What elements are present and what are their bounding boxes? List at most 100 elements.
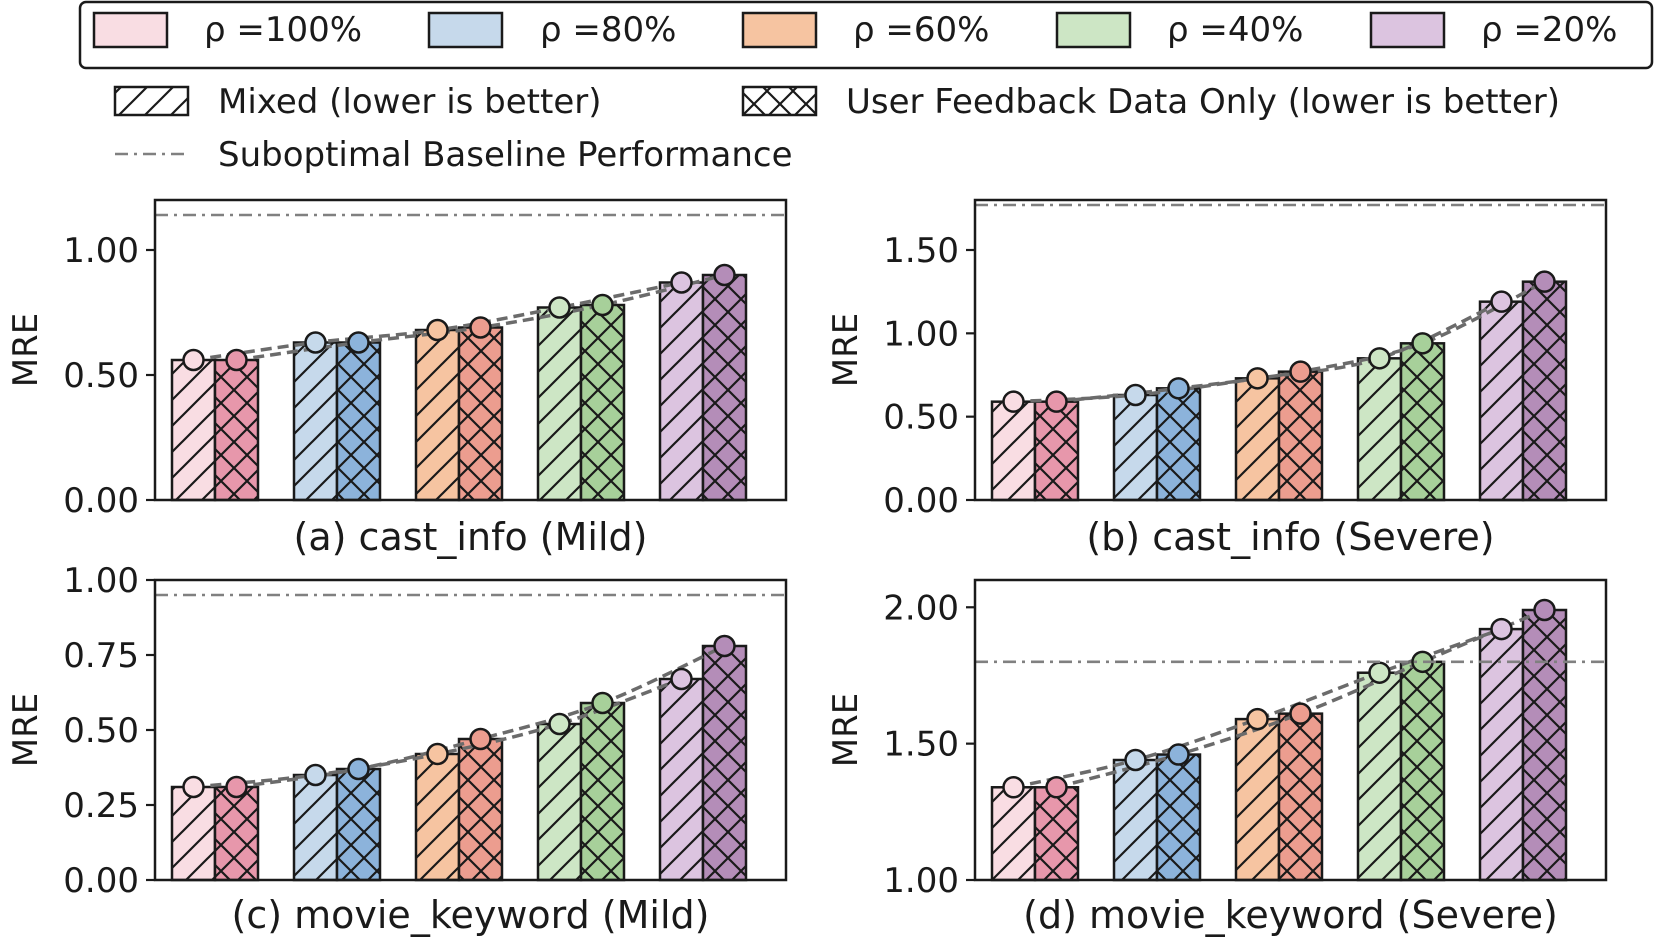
bar-mixed-hatch — [658, 677, 705, 882]
legend-swatch-mixed — [113, 85, 190, 117]
bar-feedback-3 — [457, 737, 504, 882]
axes-frame — [153, 198, 788, 502]
marker-feedback-2 — [1167, 743, 1190, 766]
bar-mixed-4 — [536, 306, 583, 502]
bar-mixed-hatch — [292, 341, 339, 502]
marker-mixed-3 — [1246, 707, 1269, 731]
bar-mixed-hatch — [414, 328, 461, 502]
bar-mixed-hatch — [170, 358, 217, 502]
marker-mixed-2 — [304, 763, 327, 787]
y-tick-label: 0.50 — [63, 711, 139, 751]
legend-label-rho-60: ρ =60% — [853, 10, 989, 50]
bar-feedback-hatch — [457, 737, 504, 882]
legend-swatch-rho-80 — [427, 11, 504, 49]
axes-frame — [973, 578, 1608, 882]
bar-feedback-1 — [213, 358, 260, 502]
marker-mixed-1 — [1002, 776, 1025, 799]
bar-feedback-4 — [1399, 660, 1446, 882]
bar-feedback-5 — [701, 644, 748, 882]
bar-feedback-hatch — [1277, 712, 1324, 882]
marker-mixed-1 — [1002, 390, 1025, 413]
legend-label-feedback: User Feedback Data Only (lower is better… — [846, 82, 1560, 122]
panel-title: (a) cast_info (Mild) — [294, 515, 648, 559]
legend-entry-rho-100: ρ =100% — [92, 10, 362, 50]
bar-feedback-5 — [701, 273, 748, 502]
marker-mixed-4 — [1368, 347, 1391, 370]
bar-feedback-hatch — [1155, 753, 1202, 882]
legend-label-mixed: Mixed (lower is better) — [218, 82, 601, 122]
panel-b-cast-info-severe: 0.00 0.50 1.00 1.50 MRE (b) cast_info (Severe… — [826, 198, 1608, 559]
bar-mixed-hatch — [990, 786, 1037, 882]
marker-feedback-3 — [1289, 702, 1312, 725]
bar-mixed-hatch — [1234, 717, 1281, 882]
marker-feedback-5 — [713, 634, 736, 658]
bar-feedback-hatch — [1521, 280, 1568, 502]
marker-mixed-2 — [304, 331, 327, 354]
bar-feedback-hatch — [1033, 400, 1080, 502]
panel-a-cast-info-mild: 0.00 0.50 1.00 MRE (a) cast_info (Mild) — [6, 198, 788, 559]
marker-mixed-5 — [670, 271, 693, 294]
bar-mixed-1 — [170, 785, 217, 882]
bar-feedback-hatch — [457, 326, 504, 502]
marker-mixed-3 — [1246, 367, 1269, 390]
bar-feedback-5 — [1521, 280, 1568, 502]
bar-feedback-2 — [1155, 387, 1202, 502]
marker-mixed-1 — [182, 775, 205, 799]
bar-feedback-3 — [1277, 370, 1324, 502]
marker-feedback-3 — [469, 727, 492, 751]
marker-feedback-2 — [347, 331, 370, 354]
bar-mixed-5 — [658, 677, 705, 882]
bar-feedback-hatch — [335, 341, 382, 502]
bar-mixed-hatch — [1478, 300, 1525, 502]
bar-feedback-2 — [1155, 753, 1202, 882]
y-tick-label: 0.75 — [63, 636, 139, 676]
legend-label-rho-100: ρ =100% — [204, 10, 362, 50]
bar-feedback-hatch — [1399, 660, 1446, 882]
legend-entry-rho-80: ρ =80% — [427, 10, 676, 50]
bar-mixed-hatch — [170, 785, 217, 882]
bar-mixed-5 — [1478, 627, 1525, 882]
bar-feedback-hatch — [701, 644, 748, 882]
legend-entry-rho-60: ρ =60% — [741, 10, 989, 50]
bar-feedback-1 — [213, 785, 260, 882]
marker-feedback-5 — [1533, 270, 1556, 293]
marker-feedback-1 — [225, 775, 248, 799]
bar-feedback-2 — [335, 767, 382, 882]
bar-feedback-5 — [1521, 608, 1568, 882]
marker-feedback-4 — [591, 293, 614, 317]
bar-feedback-4 — [1399, 342, 1446, 502]
bar-mixed-hatch — [414, 752, 461, 882]
marker-feedback-2 — [1167, 377, 1190, 400]
bar-feedback-hatch — [335, 767, 382, 882]
bar-feedback-hatch — [1399, 342, 1446, 502]
bar-feedback-hatch — [1155, 387, 1202, 502]
y-tick-label: 1.00 — [63, 561, 139, 601]
bar-mixed-4 — [1356, 357, 1403, 502]
y-axis-label: MRE — [826, 313, 866, 387]
bar-mixed-3 — [1234, 717, 1281, 882]
bar-mixed-1 — [990, 786, 1037, 882]
panel-title: (d) movie_keyword (Severe) — [1023, 893, 1558, 937]
legend-entry-rho-20: ρ =20% — [1369, 10, 1617, 50]
panel-title: (b) cast_info (Severe) — [1086, 515, 1494, 559]
axes-frame — [973, 198, 1608, 502]
y-tick-label: 1.00 — [63, 231, 139, 271]
bar-mixed-2 — [1112, 758, 1159, 882]
bar-mixed-hatch — [292, 773, 339, 882]
legend-label-baseline: Suboptimal Baseline Performance — [218, 135, 793, 175]
marker-feedback-5 — [713, 263, 736, 287]
bar-mixed-2 — [1112, 393, 1159, 502]
bar-mixed-hatch — [990, 400, 1037, 502]
bar-feedback-hatch — [1033, 786, 1080, 882]
marker-mixed-5 — [1490, 290, 1513, 313]
bar-feedback-1 — [1033, 786, 1080, 882]
bar-feedback-hatch — [1521, 608, 1568, 882]
legend-entry-mixed: Mixed (lower is better) — [113, 82, 601, 122]
bar-mixed-hatch — [1234, 377, 1281, 502]
bar-mixed-5 — [1478, 300, 1525, 502]
bar-feedback-2 — [335, 341, 382, 502]
bar-feedback-hatch — [701, 273, 748, 502]
bar-mixed-4 — [1356, 671, 1403, 882]
marker-feedback-3 — [1289, 360, 1312, 383]
